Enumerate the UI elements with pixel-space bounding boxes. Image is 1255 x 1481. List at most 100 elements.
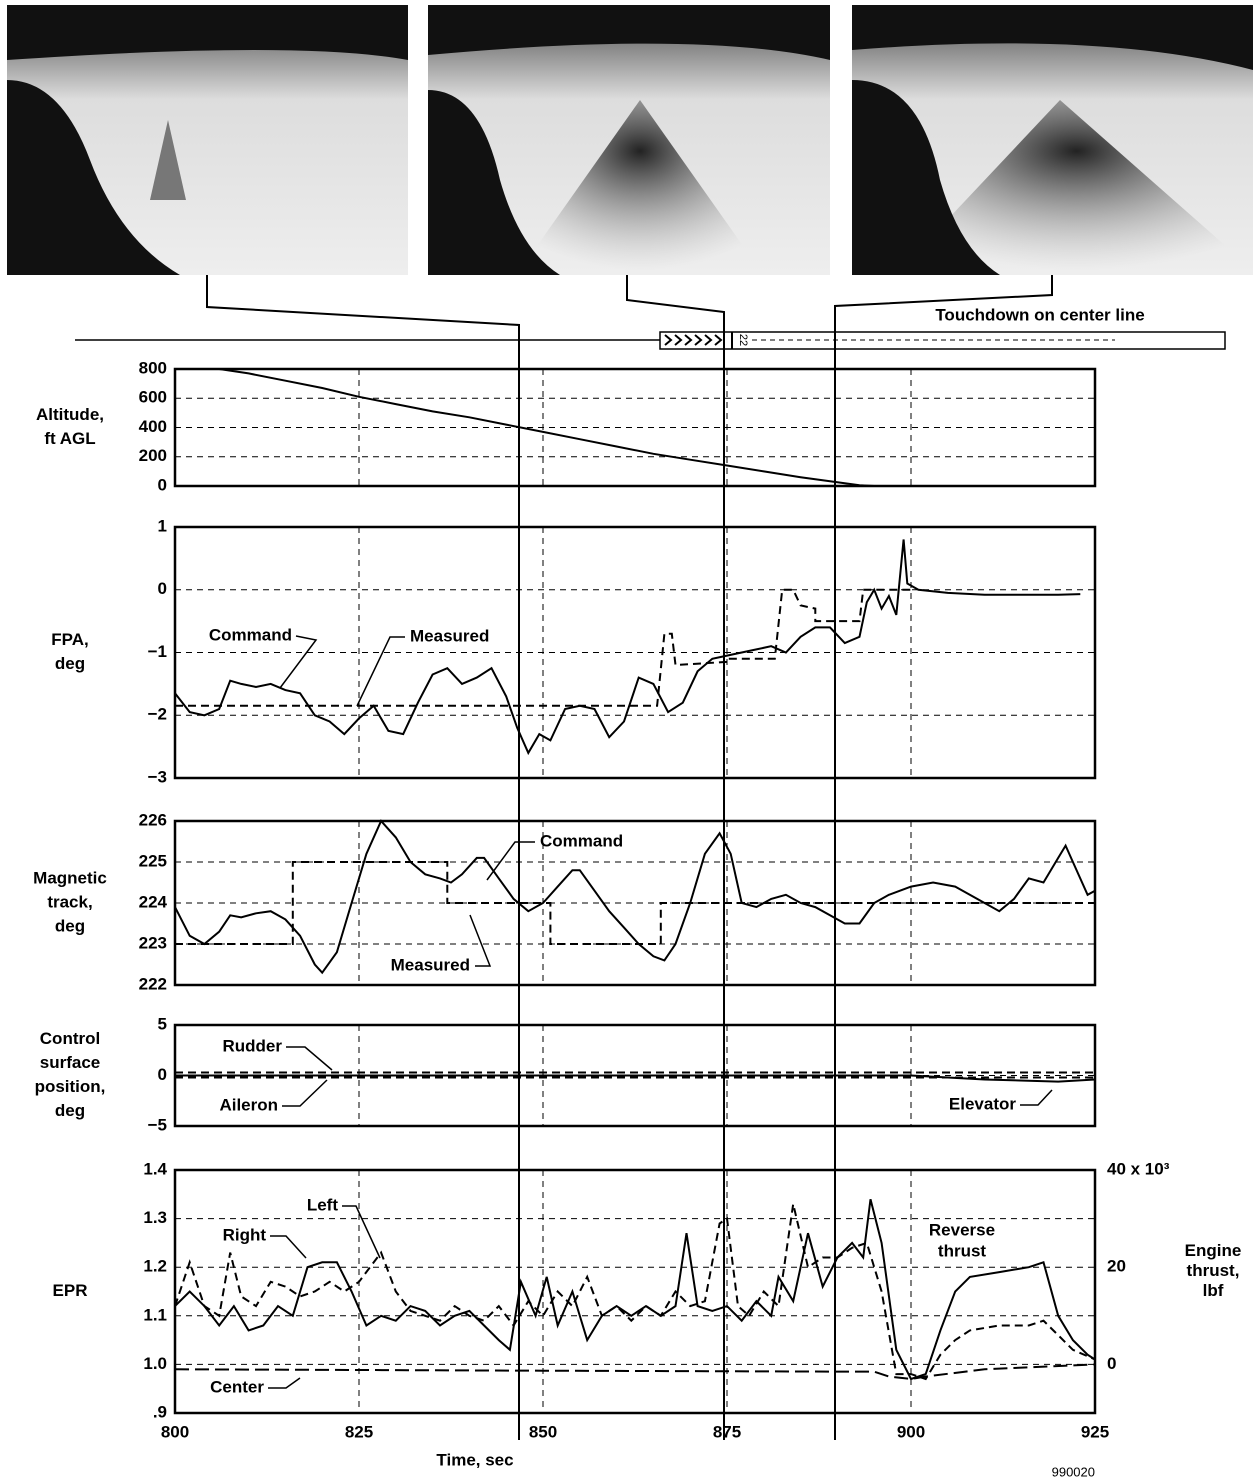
y-axis-label: Altitude, bbox=[36, 405, 104, 424]
y-tick-label: −2 bbox=[148, 705, 167, 724]
y-axis-label: FPA, bbox=[51, 630, 88, 649]
data-line bbox=[175, 1074, 1096, 1083]
photo-connectors bbox=[206, 275, 1053, 1440]
y2-axis-label: thrust, bbox=[1187, 1261, 1240, 1280]
y2-tick-label: 20 bbox=[1107, 1257, 1126, 1276]
label-leader bbox=[270, 1235, 307, 1259]
series-label: Command bbox=[540, 831, 623, 850]
plot-frame bbox=[173, 525, 1097, 780]
photo-1 bbox=[7, 5, 408, 275]
y-tick-label: −5 bbox=[148, 1115, 167, 1134]
y-axis-label: Magnetic bbox=[33, 868, 107, 887]
label-leader bbox=[486, 841, 535, 881]
y-tick-label: 600 bbox=[139, 388, 167, 407]
label-leader bbox=[268, 1377, 301, 1389]
series-label: Right bbox=[223, 1225, 267, 1244]
y-tick-label: 1 bbox=[158, 516, 167, 535]
runway-number: 22 bbox=[737, 334, 749, 346]
y-tick-label: 0 bbox=[158, 1065, 167, 1084]
label-leader bbox=[279, 635, 318, 689]
plot-frame bbox=[173, 367, 1097, 488]
y-tick-label: 222 bbox=[139, 974, 167, 993]
y-tick-label: 400 bbox=[139, 417, 167, 436]
label-leader bbox=[356, 636, 405, 707]
data-line bbox=[219, 368, 963, 487]
x-tick-label: 925 bbox=[1081, 1422, 1109, 1441]
data-line bbox=[174, 1363, 1096, 1381]
photo-3 bbox=[852, 5, 1253, 275]
y-axis-label: EPR bbox=[53, 1281, 88, 1300]
data-line bbox=[175, 861, 1095, 945]
y-tick-label: 0 bbox=[158, 475, 167, 494]
data-line bbox=[174, 819, 1096, 975]
x-tick-label: 850 bbox=[529, 1422, 557, 1441]
x-tick-label: 825 bbox=[345, 1422, 373, 1441]
plot-frame bbox=[173, 1023, 1097, 1128]
figure-id: 990020 bbox=[1052, 1464, 1095, 1479]
panel: 5 0 −5 Control surface position, deg Rudder Aile… bbox=[35, 1014, 1097, 1134]
y-tick-label: 223 bbox=[139, 933, 167, 952]
label-leader bbox=[282, 1079, 328, 1107]
series-label: Elevator bbox=[949, 1094, 1016, 1113]
data-line bbox=[174, 539, 1081, 756]
plot-frame bbox=[173, 819, 1097, 987]
runway-annotation: Touchdown on center line bbox=[935, 305, 1144, 324]
y-tick-label: 1.1 bbox=[143, 1305, 167, 1324]
y2-tick-label: 0 bbox=[1107, 1354, 1116, 1373]
connector bbox=[834, 275, 1053, 1440]
panel: 226 225 224 223 222 Magnetic track, deg Command M… bbox=[33, 810, 1097, 993]
y-tick-label: 1.0 bbox=[143, 1354, 167, 1373]
y-tick-label: 800 bbox=[139, 358, 167, 377]
y-tick-label: 226 bbox=[139, 810, 167, 829]
plot-frame bbox=[173, 1168, 1097, 1415]
y-tick-label: 5 bbox=[158, 1014, 167, 1033]
y-axis-label: deg bbox=[55, 654, 85, 673]
panel: 800 825 850 875 900 925 1.4 1.3 1.2 1.1 1.0 .9 0 20 40… bbox=[53, 1159, 1242, 1469]
series-label: Left bbox=[307, 1195, 339, 1214]
photos bbox=[7, 5, 1253, 275]
label-leader bbox=[342, 1205, 381, 1259]
series-label: Aileron bbox=[219, 1095, 278, 1114]
series-label: Measured bbox=[391, 955, 470, 974]
y-axis-label: surface bbox=[40, 1053, 100, 1072]
panel: 1 0 −1 −2 −3 FPA, deg Command Measured bbox=[51, 516, 1097, 786]
y-tick-label: 1.2 bbox=[143, 1257, 167, 1276]
x-tick-label: 875 bbox=[713, 1422, 741, 1441]
x-axis-label: Time, sec bbox=[436, 1450, 513, 1469]
series-label: Measured bbox=[410, 626, 489, 645]
data-line bbox=[175, 588, 911, 707]
label-leader bbox=[286, 1046, 333, 1071]
annotation: Reverse bbox=[929, 1220, 995, 1239]
photo-2 bbox=[428, 5, 830, 275]
y2-axis-label: Engine bbox=[1185, 1241, 1242, 1260]
y-axis-label: position, bbox=[35, 1077, 106, 1096]
y-tick-label: .9 bbox=[153, 1402, 167, 1421]
connector bbox=[206, 275, 520, 1440]
y-tick-label: −1 bbox=[148, 642, 167, 661]
y-axis-label: deg bbox=[55, 1101, 85, 1120]
y-axis-label: ft AGL bbox=[44, 429, 95, 448]
y-tick-label: 224 bbox=[139, 892, 168, 911]
annotation: thrust bbox=[938, 1241, 987, 1260]
series-label: Command bbox=[209, 625, 292, 644]
y-axis-label: Control bbox=[40, 1029, 100, 1048]
x-tick-label: 800 bbox=[161, 1422, 189, 1441]
label-leader bbox=[469, 914, 492, 967]
y2-axis-label: lbf bbox=[1203, 1281, 1224, 1300]
label-leader bbox=[1020, 1089, 1053, 1106]
y-tick-label: 225 bbox=[139, 851, 167, 870]
runway-schematic: 22 Touchdown on center line bbox=[75, 305, 1226, 350]
y-tick-label: 1.4 bbox=[143, 1159, 167, 1178]
y-axis-label: deg bbox=[55, 916, 85, 935]
panel: 0 200 400 600 800 Altitude, ft AGL bbox=[36, 358, 1097, 494]
y-tick-label: −3 bbox=[148, 767, 167, 786]
x-tick-label: 900 bbox=[897, 1422, 925, 1441]
connector bbox=[626, 275, 725, 1440]
y2-tick-label: 40 x 10³ bbox=[1107, 1159, 1170, 1178]
series-label: Center bbox=[210, 1377, 264, 1396]
y-tick-label: 200 bbox=[139, 446, 167, 465]
y-axis-label: track, bbox=[47, 892, 92, 911]
y-tick-label: 1.3 bbox=[143, 1208, 167, 1227]
series-label: Rudder bbox=[223, 1036, 283, 1055]
